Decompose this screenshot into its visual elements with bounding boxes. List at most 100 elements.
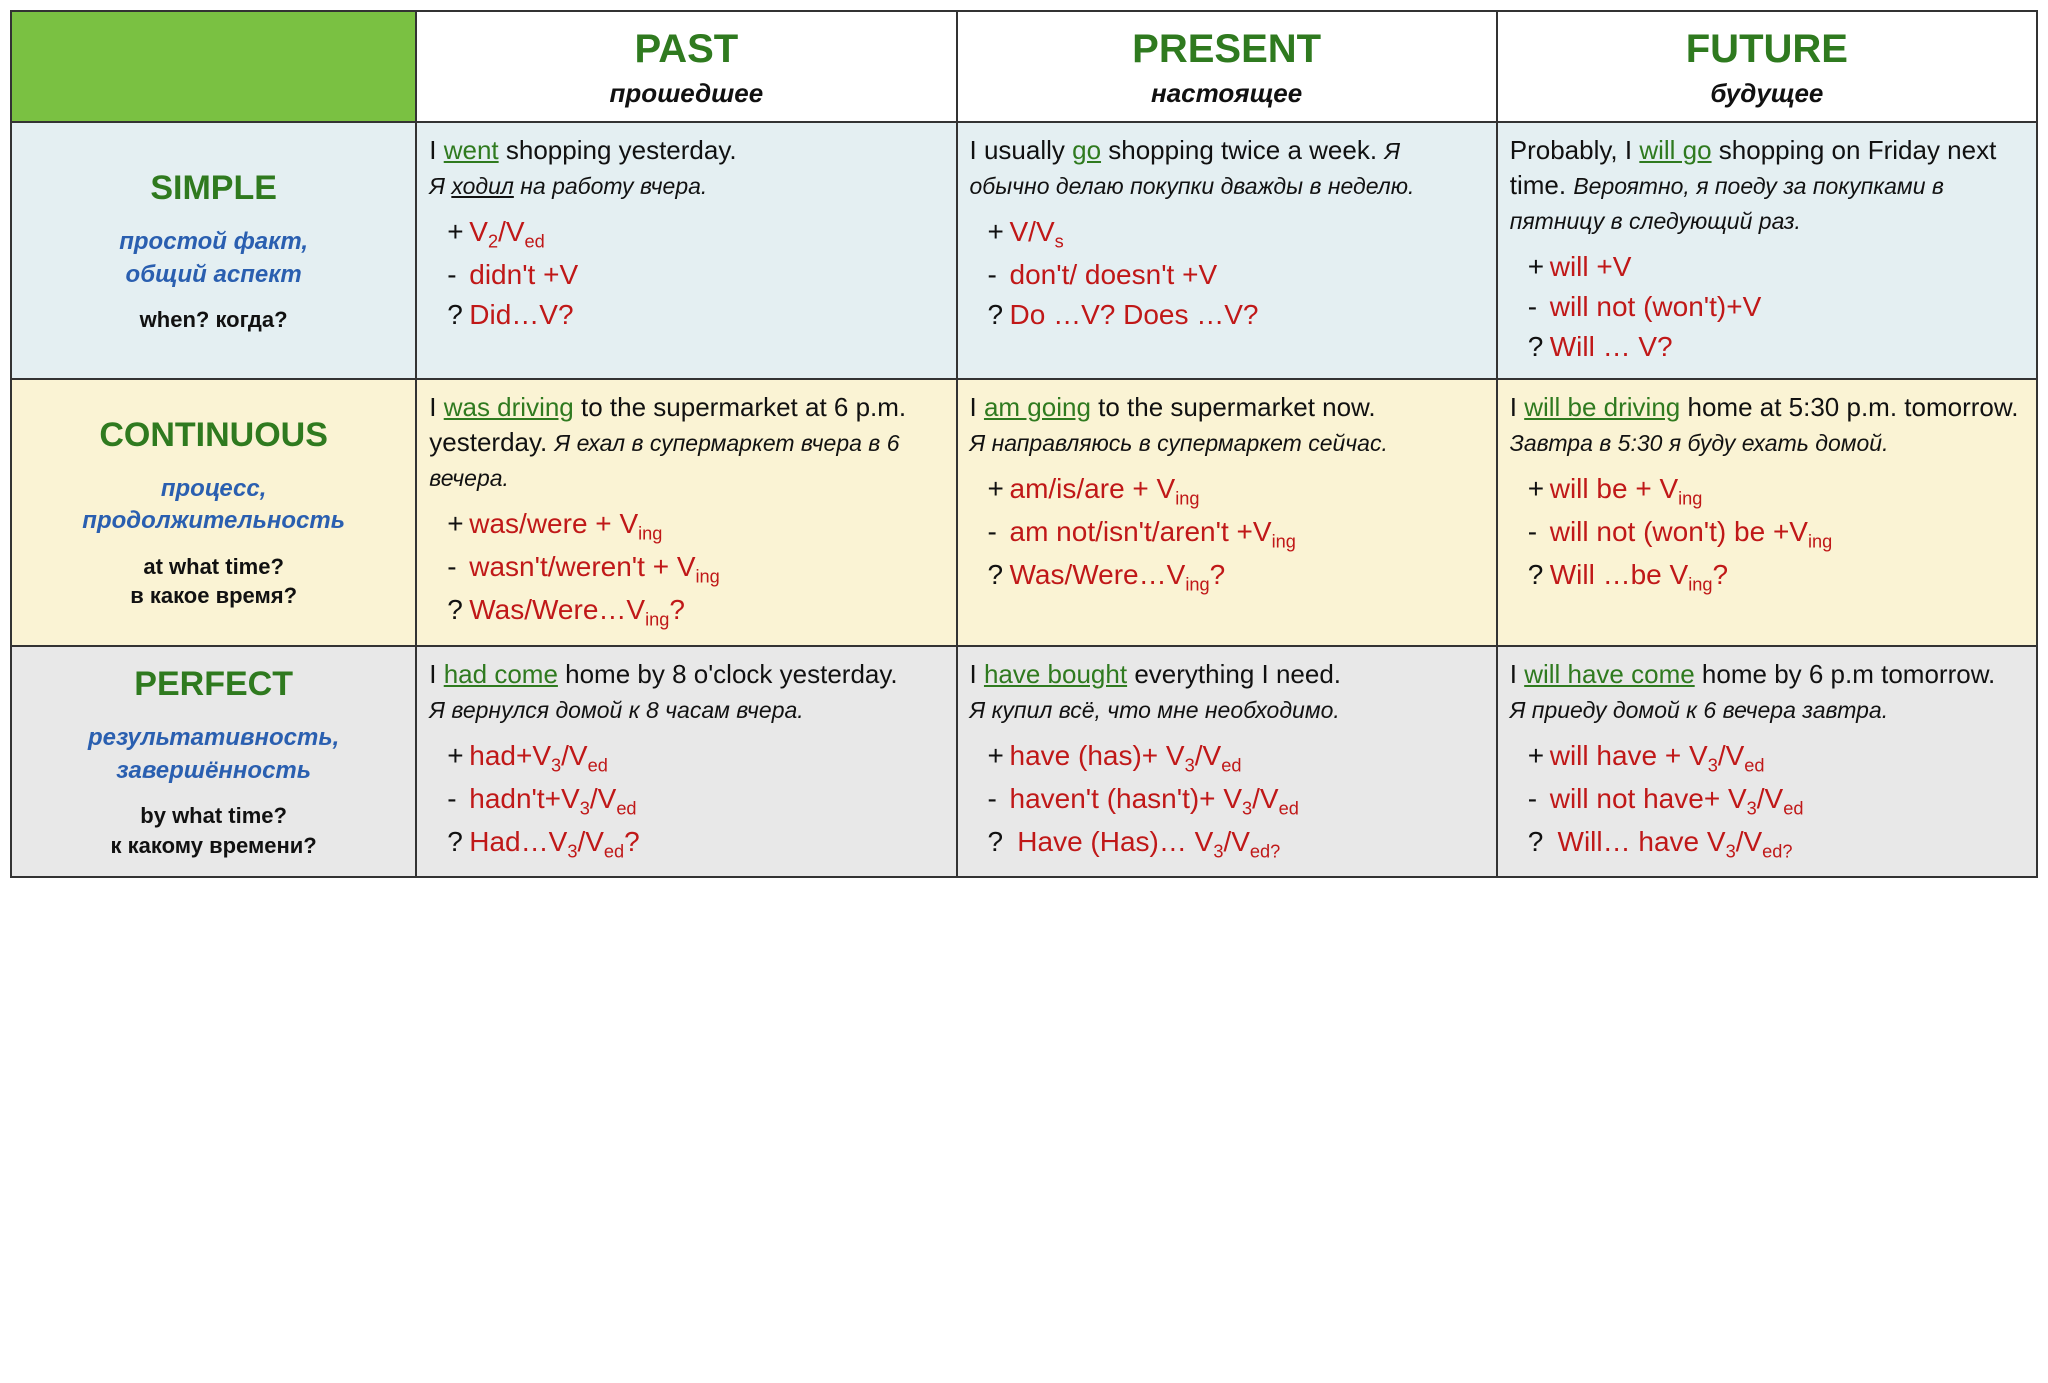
text: to the supermarket now.	[1091, 392, 1376, 422]
verb: was driving	[444, 392, 574, 422]
text: home at 5:30 p.m. tomorrow.	[1680, 392, 2018, 422]
rules: +am/is/are + Ving -am not/isn't/aren't +…	[970, 470, 1484, 597]
verb: will go	[1639, 135, 1711, 165]
cell-perfect-future: I will have come home by 6 p.m tomorrow.…	[1497, 646, 2037, 878]
row-question: by what time?к какому времени?	[24, 801, 403, 860]
rule-plus: will be + Ving	[1550, 473, 1703, 504]
cell-continuous-past: I was driving to the supermarket at 6 p.…	[416, 379, 956, 646]
rowhead-perfect: PERFECT результативность,завершённость b…	[11, 646, 416, 878]
rule-plus: V2/Ved	[469, 216, 545, 247]
example-en: I had come home by 8 o'clock yesterday.	[429, 659, 897, 689]
rule-question: Was/Were…Ving?	[1010, 559, 1226, 590]
text: I	[970, 392, 984, 422]
rowhead-continuous: CONTINUOUS процесс,продолжительность at …	[11, 379, 416, 646]
text: Вероятно, я поеду за покупками в пятницу…	[1510, 173, 1944, 234]
tenses-table: PAST прошедшее PRESENT настоящее FUTURE …	[10, 10, 2038, 878]
rule-question: Have (Has)… V3/Ved?	[1010, 826, 1281, 857]
example-ru: Завтра в 5:30 я буду ехать домой.	[1510, 430, 1889, 456]
text: Я купил всё, что мне необходимо.	[970, 697, 1340, 723]
example-ru: Я купил всё, что мне необходимо.	[970, 697, 1340, 723]
rules: +was/were + Ving -wasn't/weren't + Ving …	[429, 505, 943, 632]
example-ru: Вероятно, я поеду за покупками в пятницу…	[1510, 173, 1944, 234]
text: на работу вчера.	[514, 173, 707, 199]
row-title: PERFECT	[24, 662, 403, 708]
example-ru: Я приеду домой к 6 вечера завтра.	[1510, 697, 1888, 723]
rule-minus: will not have+ V3/Ved	[1550, 783, 1804, 814]
cell-simple-past: I went shopping yesterday. Я ходил на ра…	[416, 122, 956, 379]
text: Я	[429, 173, 451, 199]
rules: +had+V3/Ved -hadn't+V3/Ved ?Had…V3/Ved?	[429, 737, 943, 864]
rule-question: Did…V?	[469, 299, 573, 330]
cell-simple-present: I usually go shopping twice a week. Я об…	[957, 122, 1497, 379]
text: ходил	[451, 173, 514, 199]
col-title: PRESENT	[970, 22, 1484, 76]
row-desc: результативность,завершённость	[24, 722, 403, 787]
example-en: I will be driving home at 5:30 p.m. tomo…	[1510, 392, 2019, 422]
cell-perfect-present: I have bought everything I need. Я купил…	[957, 646, 1497, 878]
corner-cell	[11, 11, 416, 122]
text: I	[429, 135, 443, 165]
example-ru: Я ходил на работу вчера.	[429, 173, 707, 199]
text: Я направляюсь в супермаркет сейчас.	[970, 430, 1388, 456]
rule-minus: didn't +V	[469, 259, 578, 290]
col-title: PAST	[429, 22, 943, 76]
rule-plus: had+V3/Ved	[469, 740, 608, 771]
row-perfect: PERFECT результативность,завершённость b…	[11, 646, 2037, 878]
col-future: FUTURE будущее	[1497, 11, 2037, 122]
rule-question: Will … V?	[1550, 331, 1673, 362]
text: home by 8 o'clock yesterday.	[558, 659, 898, 689]
cell-simple-future: Probably, I will go shopping on Friday n…	[1497, 122, 2037, 379]
verb: am going	[984, 392, 1091, 422]
example-en: I will have come home by 6 p.m tomorrow.	[1510, 659, 1996, 689]
text: I	[970, 659, 984, 689]
rule-plus: have (has)+ V3/Ved	[1010, 740, 1242, 771]
col-subtitle: будущее	[1510, 76, 2024, 111]
text: shopping twice a week.	[1101, 135, 1377, 165]
rule-minus: don't/ doesn't +V	[1010, 259, 1218, 290]
text: I	[429, 392, 443, 422]
rule-minus: wasn't/weren't + Ving	[469, 551, 720, 582]
verb: will be driving	[1524, 392, 1680, 422]
col-subtitle: настоящее	[970, 76, 1484, 111]
rule-question: Had…V3/Ved?	[469, 826, 639, 857]
verb: went	[444, 135, 499, 165]
header-row: PAST прошедшее PRESENT настоящее FUTURE …	[11, 11, 2037, 122]
rule-question: Will …be Ving?	[1550, 559, 1728, 590]
row-question: when? когда?	[24, 305, 403, 335]
rule-question: Will… have V3/Ved?	[1550, 826, 1793, 857]
rule-plus: am/is/are + Ving	[1010, 473, 1200, 504]
rule-plus: will have + V3/Ved	[1550, 740, 1765, 771]
text: everything I need.	[1127, 659, 1341, 689]
rule-question: Do …V? Does …V?	[1010, 299, 1259, 330]
row-title: SIMPLE	[24, 166, 403, 212]
text: shopping yesterday.	[499, 135, 737, 165]
cell-continuous-present: I am going to the supermarket now. Я нап…	[957, 379, 1497, 646]
rule-question: Was/Were…Ving?	[469, 594, 685, 625]
text: Я приеду домой к 6 вечера завтра.	[1510, 697, 1888, 723]
col-past: PAST прошедшее	[416, 11, 956, 122]
example-ru: Я направляюсь в супермаркет сейчас.	[970, 430, 1388, 456]
rule-plus: was/were + Ving	[469, 508, 662, 539]
text: I usually	[970, 135, 1073, 165]
row-question: at what time?в какое время?	[24, 552, 403, 611]
rule-plus: will +V	[1550, 251, 1632, 282]
row-desc: простой факт,общий аспект	[24, 226, 403, 291]
text: Я вернулся домой к 8 часам вчера.	[429, 697, 803, 723]
verb: go	[1072, 135, 1101, 165]
rules: +will +V -will not (won't)+V ?Will … V?	[1510, 248, 2024, 365]
verb: had come	[444, 659, 558, 689]
rule-minus: am not/isn't/aren't +Ving	[1010, 516, 1296, 547]
verb: will have come	[1524, 659, 1695, 689]
example-en: I am going to the supermarket now.	[970, 392, 1376, 422]
example-en: I usually go shopping twice a week.	[970, 135, 1378, 165]
rule-minus: will not (won't) be +Ving	[1550, 516, 1833, 547]
col-subtitle: прошедшее	[429, 76, 943, 111]
rules: +V/Vs -don't/ doesn't +V ?Do …V? Does …V…	[970, 213, 1484, 334]
text: I	[429, 659, 443, 689]
text: I	[1510, 659, 1524, 689]
example-en: I have bought everything I need.	[970, 659, 1342, 689]
example-en: I went shopping yesterday.	[429, 135, 736, 165]
rule-minus: haven't (hasn't)+ V3/Ved	[1010, 783, 1299, 814]
verb: have bought	[984, 659, 1127, 689]
row-continuous: CONTINUOUS процесс,продолжительность at …	[11, 379, 2037, 646]
